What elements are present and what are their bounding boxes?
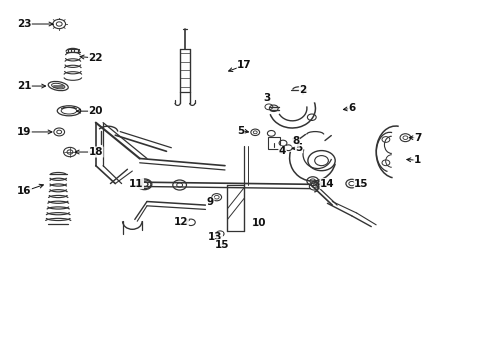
Text: 9: 9 — [206, 197, 213, 207]
Text: 22: 22 — [88, 53, 103, 63]
Text: 7: 7 — [413, 133, 421, 143]
Text: 19: 19 — [17, 127, 31, 137]
Text: 15: 15 — [353, 179, 368, 189]
Text: 15: 15 — [215, 239, 229, 249]
Text: 18: 18 — [88, 147, 103, 157]
Text: 21: 21 — [17, 81, 31, 91]
Text: 23: 23 — [17, 19, 31, 29]
Text: 16: 16 — [17, 186, 31, 197]
Text: 1: 1 — [413, 155, 420, 165]
Text: 3: 3 — [262, 93, 269, 103]
Text: 13: 13 — [207, 232, 222, 242]
Text: 17: 17 — [237, 60, 251, 70]
Text: 10: 10 — [251, 218, 266, 228]
Text: 6: 6 — [347, 103, 355, 113]
Text: 5: 5 — [237, 126, 244, 135]
Text: 20: 20 — [88, 106, 103, 116]
Text: 8: 8 — [291, 136, 299, 146]
Text: 12: 12 — [174, 217, 188, 227]
Text: 4: 4 — [278, 146, 285, 156]
Text: 11: 11 — [129, 179, 143, 189]
Text: 2: 2 — [299, 85, 306, 95]
Text: 14: 14 — [320, 179, 334, 189]
Text: 5: 5 — [295, 143, 302, 153]
